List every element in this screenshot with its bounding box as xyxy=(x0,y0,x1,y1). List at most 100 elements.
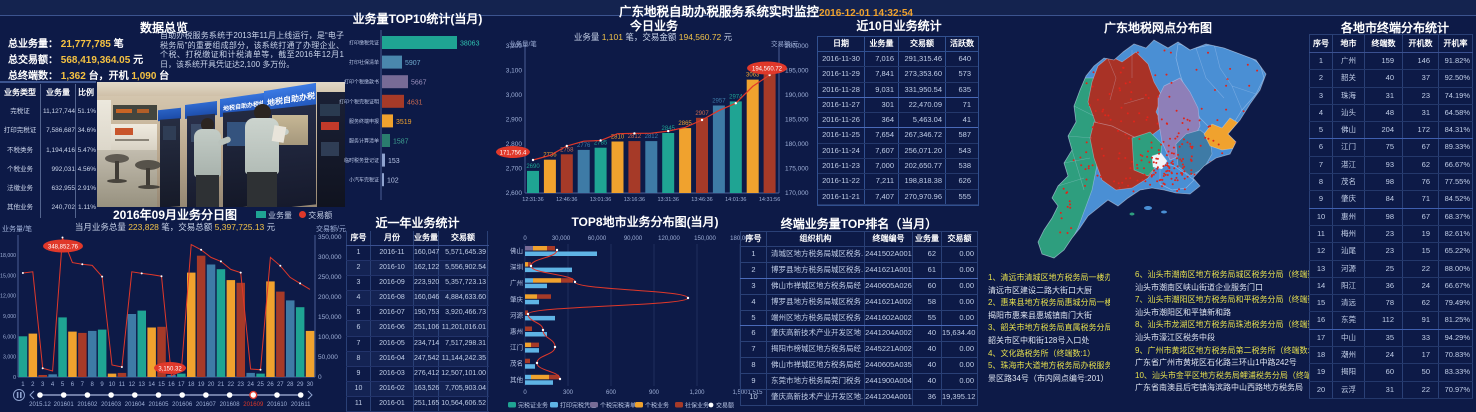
svg-text:广州: 广州 xyxy=(510,278,523,287)
svg-text:900: 900 xyxy=(649,390,660,396)
svg-text:201602: 201602 xyxy=(77,402,98,408)
svg-text:600: 600 xyxy=(606,390,617,396)
svg-text:38063: 38063 xyxy=(460,41,480,48)
svg-text:交易额/元: 交易额/元 xyxy=(316,224,346,233)
svg-text:11: 11 xyxy=(119,382,126,388)
svg-text:打印完税凭证: 打印完税凭证 xyxy=(560,402,596,410)
svg-text:15,000: 15,000 xyxy=(0,273,16,279)
svg-text:201605: 201605 xyxy=(148,402,169,408)
svg-text:10: 10 xyxy=(109,382,116,388)
svg-text:临时税务登记证: 临时税务登记证 xyxy=(344,157,379,164)
svg-text:5907: 5907 xyxy=(405,60,421,67)
svg-text:102: 102 xyxy=(387,178,399,185)
svg-text:打印个税缴款书: 打印个税缴款书 xyxy=(344,79,379,86)
svg-text:27: 27 xyxy=(277,382,284,388)
svg-text:120,000: 120,000 xyxy=(658,236,680,242)
svg-text:14:01:36: 14:01:36 xyxy=(725,197,746,203)
svg-text:171,756.4: 171,756.4 xyxy=(500,151,527,157)
svg-text:21: 21 xyxy=(218,382,225,388)
svg-text:2865: 2865 xyxy=(678,121,692,127)
svg-text:150,000: 150,000 xyxy=(318,314,342,321)
svg-text:1587: 1587 xyxy=(393,139,409,146)
svg-text:13:31:36: 13:31:36 xyxy=(657,197,678,203)
svg-text:2974: 2974 xyxy=(729,94,743,100)
svg-text:190,000: 190,000 xyxy=(785,92,809,99)
svg-text:河源: 河源 xyxy=(510,310,524,319)
svg-text:18,000: 18,000 xyxy=(0,253,16,259)
svg-text:201611: 201611 xyxy=(291,402,311,408)
svg-text:4631: 4631 xyxy=(407,99,423,106)
svg-text:194,560.72: 194,560.72 xyxy=(752,67,783,73)
svg-text:2957: 2957 xyxy=(712,99,726,105)
svg-text:9,000: 9,000 xyxy=(3,314,16,320)
svg-text:2: 2 xyxy=(31,382,35,388)
svg-text:茂名: 茂名 xyxy=(510,359,523,368)
svg-text:业务量/笔: 业务量/笔 xyxy=(2,224,32,233)
svg-text:惠州: 惠州 xyxy=(510,327,523,336)
svg-text:3063: 3063 xyxy=(746,73,760,79)
svg-text:30: 30 xyxy=(307,382,314,388)
svg-text:0: 0 xyxy=(318,374,322,381)
svg-text:13:16:36: 13:16:36 xyxy=(624,197,645,203)
svg-text:交易额: 交易额 xyxy=(716,402,734,410)
svg-text:其他: 其他 xyxy=(510,375,524,384)
svg-text:服务计算清单: 服务计算清单 xyxy=(349,138,379,145)
svg-text:201610: 201610 xyxy=(267,402,288,408)
svg-text:60,000: 60,000 xyxy=(588,236,607,242)
svg-text:12: 12 xyxy=(128,382,135,388)
svg-text:300,000: 300,000 xyxy=(318,254,342,261)
svg-text:打印个税完税证明: 打印个税完税证明 xyxy=(339,98,379,105)
svg-text:1,200: 1,200 xyxy=(689,390,705,396)
svg-text:8: 8 xyxy=(91,382,95,388)
svg-text:153: 153 xyxy=(388,158,400,165)
svg-text:201608: 201608 xyxy=(220,402,241,408)
svg-text:完税证业务: 完税证业务 xyxy=(518,402,548,410)
svg-text:201607: 201607 xyxy=(196,402,217,408)
svg-text:201601: 201601 xyxy=(54,402,75,408)
svg-text:28: 28 xyxy=(287,382,294,388)
svg-text:2015.12: 2015.12 xyxy=(29,402,51,408)
svg-text:26: 26 xyxy=(267,382,274,388)
svg-text:24: 24 xyxy=(247,382,254,388)
svg-text:深圳: 深圳 xyxy=(510,262,523,271)
svg-text:1,515: 1,515 xyxy=(747,390,763,396)
svg-text:201603: 201603 xyxy=(101,402,122,408)
svg-text:小汽车完税证: 小汽车完税证 xyxy=(349,177,379,184)
svg-text:2810: 2810 xyxy=(611,135,625,141)
svg-text:肇庆: 肇庆 xyxy=(510,294,524,303)
svg-text:201604: 201604 xyxy=(125,402,146,408)
svg-text:22: 22 xyxy=(227,382,234,388)
svg-text:170,000: 170,000 xyxy=(785,190,809,197)
svg-text:3,200: 3,200 xyxy=(506,43,523,50)
svg-text:6: 6 xyxy=(71,382,75,388)
svg-text:3519: 3519 xyxy=(396,119,412,126)
svg-text:2,600: 2,600 xyxy=(506,190,523,197)
svg-text:13:01:36: 13:01:36 xyxy=(590,197,611,203)
svg-text:180,000: 180,000 xyxy=(730,236,752,242)
svg-text:社保业务: 社保业务 xyxy=(685,402,709,410)
svg-text:9: 9 xyxy=(100,382,104,388)
svg-text:2812: 2812 xyxy=(628,134,642,140)
svg-text:3,000: 3,000 xyxy=(3,355,16,361)
svg-text:2845: 2845 xyxy=(662,126,676,132)
svg-text:15: 15 xyxy=(158,382,165,388)
svg-text:50,000: 50,000 xyxy=(318,354,338,361)
svg-text:16: 16 xyxy=(168,382,175,388)
svg-text:12:46:36: 12:46:36 xyxy=(556,197,577,203)
svg-text:90,000: 90,000 xyxy=(624,236,643,242)
svg-text:14:31:56: 14:31:56 xyxy=(759,197,780,203)
svg-text:100,000: 100,000 xyxy=(318,334,342,341)
svg-text:2,800: 2,800 xyxy=(506,141,523,148)
svg-text:150,000: 150,000 xyxy=(694,236,716,242)
svg-text:201609: 201609 xyxy=(243,402,264,408)
svg-text:200,000: 200,000 xyxy=(318,294,342,301)
svg-text:29: 29 xyxy=(297,382,304,388)
svg-text:201606: 201606 xyxy=(172,402,193,408)
svg-text:12,000: 12,000 xyxy=(0,294,16,300)
svg-text:300: 300 xyxy=(563,390,574,396)
svg-text:2907: 2907 xyxy=(695,111,709,117)
svg-text:佛山: 佛山 xyxy=(510,246,523,255)
svg-text:个税业务: 个税业务 xyxy=(645,402,669,410)
svg-text:2776: 2776 xyxy=(577,143,591,149)
svg-text:0: 0 xyxy=(523,390,527,396)
